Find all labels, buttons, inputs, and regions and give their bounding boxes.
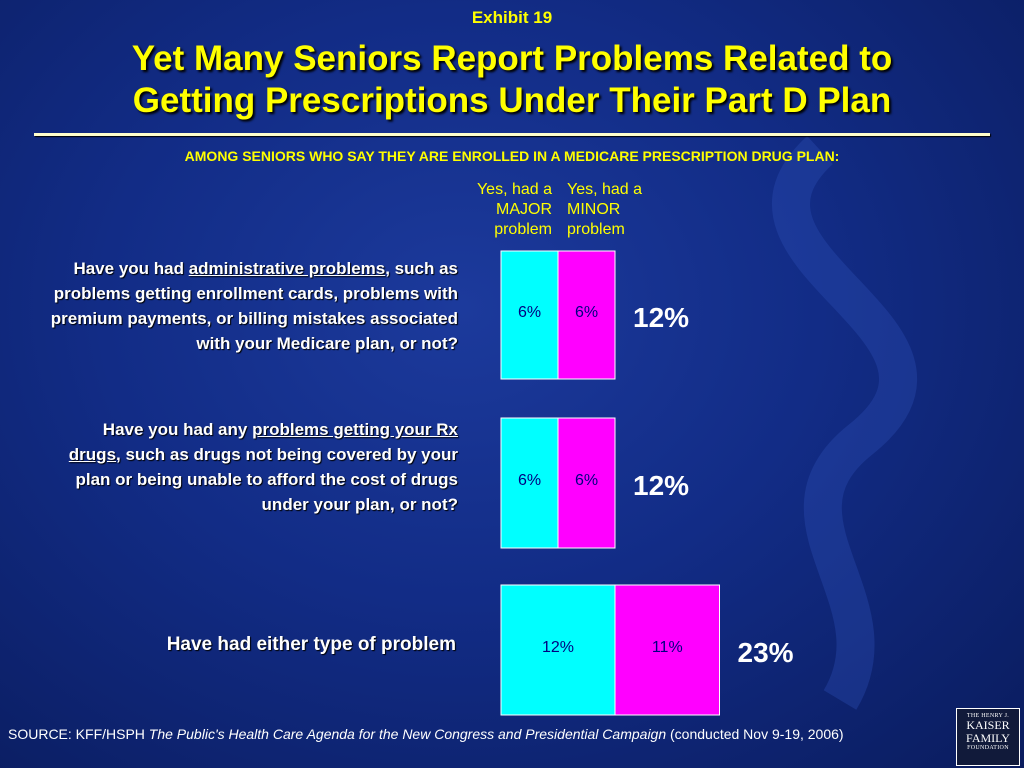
question-emphasis: problems getting your Rx drugs bbox=[68, 420, 458, 464]
source-title: The Public's Health Care Agenda for the … bbox=[148, 726, 667, 742]
bar-label-major: 6% bbox=[518, 472, 541, 489]
title-line-2: Getting Prescriptions Under Their Part D… bbox=[132, 81, 892, 120]
logo-line: FAMILY bbox=[966, 731, 1010, 745]
legend-minor: Yes, had a MINOR problem bbox=[567, 180, 697, 240]
page-title: Yet Many Seniors Report Problems Related… bbox=[0, 38, 1024, 122]
source-note: SOURCE: KFF/HSPH The Public's Health Car… bbox=[8, 724, 936, 744]
bar-label-major: 12% bbox=[542, 639, 574, 656]
kff-logo: THE HENRY J. KAISER FAMILY FOUNDATION bbox=[956, 708, 1020, 766]
bar-minor bbox=[614, 584, 720, 716]
legend-major-line: Yes, had a bbox=[476, 181, 552, 198]
logo-line: THE HENRY J. bbox=[966, 713, 1010, 719]
exhibit-label: Exhibit 19 bbox=[471, 8, 553, 27]
bar-minor bbox=[557, 250, 616, 380]
legend-minor-line: MINOR bbox=[567, 201, 621, 218]
bar-label-minor: 6% bbox=[575, 304, 598, 321]
bar-label-minor: 6% bbox=[575, 472, 598, 489]
question-text: , such as problems getting enrollment ca… bbox=[50, 259, 458, 353]
logo-line: FOUNDATION bbox=[967, 745, 1009, 751]
title-divider bbox=[34, 133, 990, 136]
bar-total-label: 23% bbox=[738, 637, 794, 668]
question-text: Have had either type of problem bbox=[166, 634, 456, 655]
source-suffix: (conducted Nov 9-19, 2006) bbox=[666, 726, 844, 742]
bar-major bbox=[500, 417, 559, 549]
question-text: Have you had bbox=[73, 259, 189, 278]
legend-minor-line: Yes, had a bbox=[567, 181, 643, 198]
legend-major-line: MAJOR bbox=[496, 201, 552, 218]
subtitle: AMONG SENIORS WHO SAY THEY ARE ENROLLED … bbox=[184, 148, 840, 164]
bar-label-minor: 11% bbox=[652, 639, 683, 656]
bar-label-major: 6% bbox=[518, 304, 541, 321]
title-line-1: Yet Many Seniors Report Problems Related… bbox=[131, 39, 893, 78]
question-administrative: Have you had administrative problems, su… bbox=[18, 256, 458, 356]
source-prefix: SOURCE: KFF/HSPH bbox=[8, 726, 149, 742]
question-text: Have you had any bbox=[102, 420, 253, 439]
question-rx-drugs: Have you had any problems getting your R… bbox=[58, 417, 458, 517]
question-text: , such as drugs not being covered by you… bbox=[75, 445, 459, 514]
bar-total-label: 12% bbox=[633, 302, 689, 333]
bar-total-label: 12% bbox=[633, 470, 689, 501]
question-either: Have had either type of problem bbox=[30, 632, 456, 657]
bar-minor bbox=[557, 417, 616, 549]
bar-major bbox=[500, 584, 616, 716]
logo-line: KAISER bbox=[966, 718, 1010, 732]
question-emphasis: administrative problems bbox=[188, 259, 386, 278]
legend-major-line: problem bbox=[494, 221, 552, 238]
legend-minor-line: problem bbox=[567, 221, 625, 238]
legend-major: Yes, had a MAJOR problem bbox=[430, 180, 552, 240]
